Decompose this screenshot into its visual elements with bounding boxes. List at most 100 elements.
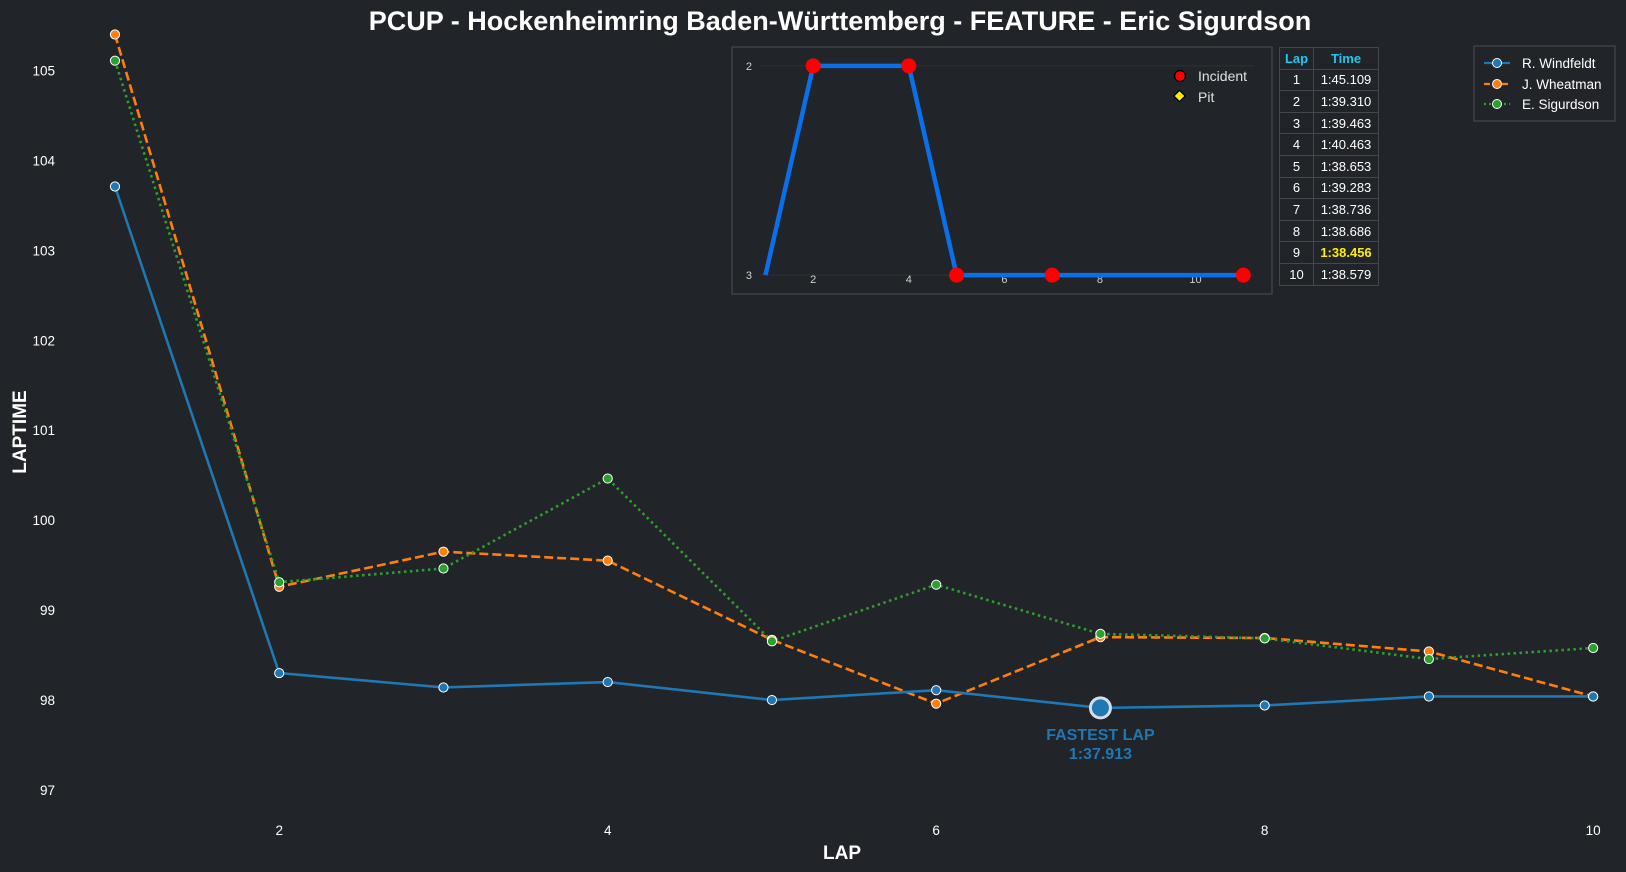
data-point <box>438 563 449 574</box>
data-point <box>602 676 613 688</box>
data-point <box>931 698 942 709</box>
data-point <box>109 29 121 40</box>
y-axis-label: LAPTIME <box>10 390 31 473</box>
lap-time-cell: 1:38.579 <box>1313 262 1379 286</box>
x-tick-label: 2 <box>275 823 283 838</box>
x-tick-label: 10 <box>1586 823 1601 838</box>
data-point <box>274 577 285 588</box>
table-row: 9 1:38.456 <box>1279 241 1379 264</box>
inset-x-tick-label: 4 <box>906 274 912 286</box>
lap-number-cell: 9 <box>1279 241 1314 264</box>
data-point <box>1259 700 1270 711</box>
data-point <box>109 181 121 192</box>
legend-item-windfeldt: R. Windfeldt <box>1484 56 1596 71</box>
y-tick-labels: 97 98 99 100 101 102 103 104 105 <box>32 63 55 798</box>
data-point <box>602 555 613 566</box>
incident-marker <box>949 267 965 283</box>
x-tick-label: 4 <box>604 823 612 838</box>
pit-legend-label: Pit <box>1198 89 1214 105</box>
inset-frame <box>731 46 1273 295</box>
incident-legend-icon <box>1173 69 1187 83</box>
lap-number-cell: 4 <box>1279 133 1314 156</box>
series-line-sigurdson <box>113 60 1594 661</box>
incident-marker <box>901 58 917 74</box>
data-point <box>1423 691 1435 702</box>
y-tick-label: 101 <box>32 423 55 438</box>
inset-x-tick-label: 8 <box>1097 274 1103 286</box>
inset-position-line <box>763 58 1251 283</box>
lap-time-cell: 1:45.109 <box>1313 68 1379 92</box>
y-tick-label: 104 <box>32 153 55 168</box>
chart-title: PCUP - Hockenheimring Baden-Württemberg … <box>369 6 1312 36</box>
fastest-lap-label: FASTEST LAP <box>1046 727 1155 744</box>
lap-number-cell: 1 <box>1279 68 1314 92</box>
table-row: 10 1:38.579 <box>1279 262 1379 286</box>
inset-x-tick-label: 6 <box>1001 274 1007 286</box>
y-tick-label: 102 <box>32 333 55 348</box>
table-header-row: Lap Time <box>1279 47 1379 70</box>
lap-time-cell: 1:38.653 <box>1313 154 1379 178</box>
y-tick-label: 105 <box>32 63 55 78</box>
y-tick-label: 99 <box>40 603 55 618</box>
legend-item-sigurdson: E. Sigurdson <box>1484 97 1599 112</box>
data-point <box>438 546 449 557</box>
table-row: 2 1:39.310 <box>1279 90 1379 113</box>
series-line-windfeldt <box>113 186 1594 710</box>
data-point <box>602 473 613 484</box>
data-point <box>109 55 121 66</box>
pit-legend-icon <box>1172 89 1187 103</box>
data-point <box>1588 642 1599 654</box>
data-point <box>1588 691 1599 702</box>
lap-column-header: Lap <box>1279 47 1314 70</box>
position-line <box>763 63 1244 278</box>
position-inset: 23 2 4 6 8 10 Incident Pit <box>731 46 1273 295</box>
data-point <box>274 667 285 679</box>
fastest-lap-marker <box>1088 696 1112 720</box>
incident-marker <box>1044 267 1060 283</box>
fastest-lap-annotation: FASTEST LAP 1:37.913 <box>1046 696 1155 763</box>
table-row: 4 1:40.463 <box>1279 133 1379 156</box>
x-tick-labels: 2 4 6 8 10 <box>275 823 1600 838</box>
lap-time-cell: 1:39.463 <box>1313 111 1379 135</box>
lap-number-cell: 7 <box>1279 198 1314 221</box>
inset-legend: Incident Pit <box>1172 68 1247 105</box>
series-lines <box>109 29 1599 713</box>
table-row: 1 1:45.109 <box>1279 68 1379 92</box>
legend-label-windfeldt: R. Windfeldt <box>1522 56 1596 71</box>
lap-time-cell: 1:38.456 <box>1313 241 1379 264</box>
lap-time-cell: 1:39.310 <box>1313 90 1379 113</box>
inset-y-tick-label: 2 <box>746 61 752 73</box>
y-tick-label: 97 <box>40 783 55 798</box>
inset-y-tick-label: 3 <box>746 270 752 282</box>
inset-y-tick-labels: 23 <box>746 61 752 282</box>
y-tick-label: 98 <box>40 693 55 708</box>
inset-x-tick-label: 2 <box>810 274 816 286</box>
legend-label-sigurdson: E. Sigurdson <box>1522 97 1599 112</box>
time-column-header: Time <box>1313 47 1379 70</box>
x-tick-label: 8 <box>1261 823 1269 838</box>
lap-number-cell: 8 <box>1279 219 1314 243</box>
incident-marker <box>805 58 821 74</box>
data-point <box>1423 653 1435 665</box>
data-point <box>1259 633 1270 644</box>
table-row: 8 1:38.686 <box>1279 219 1379 243</box>
y-tick-label: 103 <box>32 243 55 258</box>
lap-number-cell: 2 <box>1279 90 1314 113</box>
legend-label-wheatman: J. Wheatman <box>1522 77 1602 92</box>
incident-marker <box>1235 267 1251 283</box>
incident-legend-label: Incident <box>1198 68 1247 84</box>
data-point <box>931 685 942 696</box>
lap-time-cell: 1:39.283 <box>1313 176 1379 200</box>
lap-time-cell: 1:38.736 <box>1313 198 1379 221</box>
y-tick-label: 100 <box>32 513 55 528</box>
table-row: 7 1:38.736 <box>1279 198 1379 221</box>
fastest-lap-time: 1:37.913 <box>1069 746 1132 763</box>
data-point <box>931 579 942 590</box>
data-point <box>766 636 778 647</box>
lap-times-table: Lap Time 1 1:45.109 2 1:39.310 3 1:39.463 4 1:4… <box>1279 47 1379 286</box>
data-point <box>766 694 778 706</box>
table-row: 6 1:39.283 <box>1279 176 1379 200</box>
lap-number-cell: 10 <box>1279 262 1314 286</box>
data-point <box>438 682 449 693</box>
x-axis-label: LAP <box>823 843 861 864</box>
